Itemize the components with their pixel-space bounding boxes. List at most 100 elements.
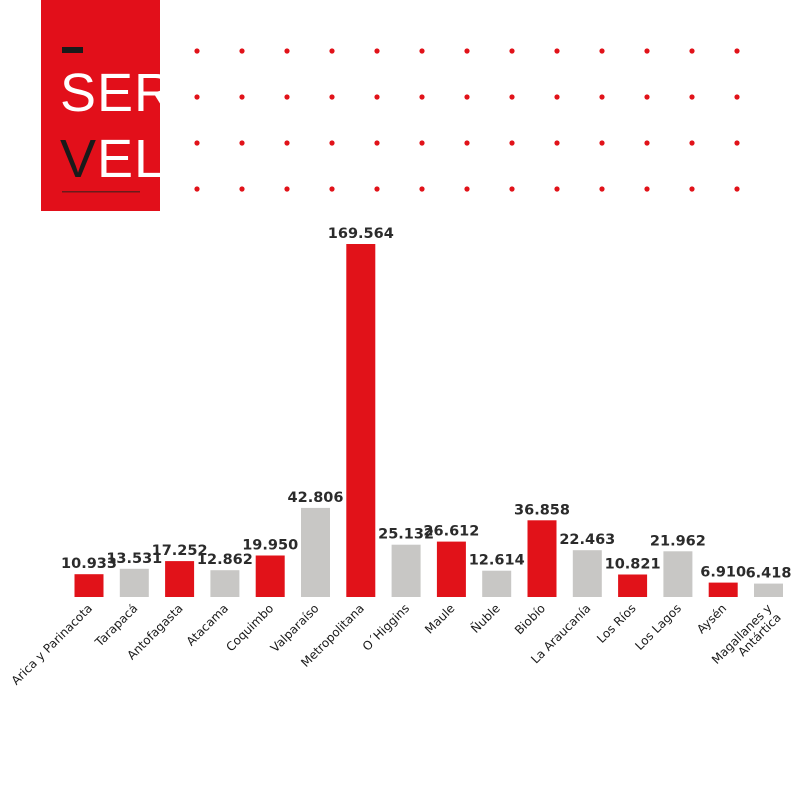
value-label-16: 6.418 xyxy=(746,566,792,582)
logo-box xyxy=(41,0,160,211)
grid-dot xyxy=(689,186,695,192)
logo-dash xyxy=(62,47,83,53)
bar-7 xyxy=(346,244,376,597)
bar-1 xyxy=(74,574,104,597)
grid-dot xyxy=(464,140,470,146)
category-label-15: Aysén xyxy=(694,601,729,636)
value-label-4: 12.862 xyxy=(197,552,253,568)
grid-dot xyxy=(509,140,515,146)
bar-14 xyxy=(663,551,693,597)
grid-dot xyxy=(239,186,245,192)
grid-dot xyxy=(194,186,200,192)
bar-10 xyxy=(482,570,512,597)
value-label-2: 13.531 xyxy=(106,551,162,567)
grid-dot xyxy=(599,48,605,54)
category-label-8: O´Higgins xyxy=(360,601,412,653)
value-label-5: 19.950 xyxy=(242,538,298,554)
value-label-15: 6.910 xyxy=(700,565,746,581)
grid-dot xyxy=(554,140,560,146)
grid-dot xyxy=(464,48,470,54)
logo-line2: VEL xyxy=(60,129,160,189)
value-label-14: 21.962 xyxy=(650,533,706,549)
grid-dot xyxy=(689,140,695,146)
grid-dot xyxy=(194,94,200,100)
grid-dot xyxy=(734,94,740,100)
grid-dot xyxy=(329,48,335,54)
grid-dot xyxy=(554,186,560,192)
grid-dot xyxy=(599,186,605,192)
grid-dot xyxy=(734,140,740,146)
bar-9 xyxy=(436,541,466,597)
category-label-13: Los Ríos xyxy=(594,601,639,646)
grid-dot xyxy=(194,140,200,146)
bar-15 xyxy=(708,582,738,597)
grid-dot xyxy=(464,186,470,192)
bar-8 xyxy=(391,544,421,597)
value-label-10: 12.614 xyxy=(469,553,525,569)
logo-line1: SER xyxy=(60,63,160,123)
servel-logo: SER VEL xyxy=(41,0,160,211)
grid-dot xyxy=(644,94,650,100)
grid-dot xyxy=(734,48,740,54)
grid-dot xyxy=(374,48,380,54)
grid-dot xyxy=(284,48,290,54)
value-label-11: 36.858 xyxy=(514,502,570,518)
grid-dot xyxy=(239,140,245,146)
category-label-10: Ñuble xyxy=(468,601,503,636)
bar-13 xyxy=(618,574,648,597)
category-label-4: Atacama xyxy=(184,601,231,648)
category-label-9: Maule xyxy=(422,601,457,636)
bar-16 xyxy=(754,583,783,597)
bar-3 xyxy=(165,561,195,597)
value-label-3: 17.252 xyxy=(152,543,208,559)
logo-v: V xyxy=(60,129,97,189)
bar-4 xyxy=(210,570,240,597)
value-label-8: 25.132 xyxy=(378,527,434,543)
grid-dot xyxy=(689,94,695,100)
grid-dot xyxy=(689,48,695,54)
bar-2 xyxy=(119,568,149,597)
grid-dot xyxy=(284,186,290,192)
grid-dot xyxy=(329,94,335,100)
category-label-14: Los Lagos xyxy=(632,601,684,653)
bar-6 xyxy=(301,507,330,597)
bar-11 xyxy=(527,520,557,597)
grid-dot xyxy=(374,186,380,192)
grid-dot xyxy=(194,48,200,54)
grid-dot xyxy=(599,94,605,100)
grid-dot xyxy=(644,48,650,54)
grid-dot xyxy=(284,94,290,100)
grid-dot xyxy=(419,94,425,100)
bar-12 xyxy=(572,550,602,597)
grid-dot xyxy=(509,94,515,100)
grid-dot xyxy=(599,140,605,146)
value-label-9: 26.612 xyxy=(423,524,479,540)
grid-dot xyxy=(419,48,425,54)
category-label-11: Biobío xyxy=(512,601,548,637)
grid-dot xyxy=(239,94,245,100)
value-label-6: 42.806 xyxy=(288,490,344,506)
grid-dot xyxy=(509,186,515,192)
grid-dot xyxy=(554,94,560,100)
grid-dot xyxy=(329,186,335,192)
grid-dot xyxy=(509,48,515,54)
grid-dot xyxy=(374,140,380,146)
grid-dot xyxy=(329,140,335,146)
grid-dot xyxy=(734,186,740,192)
grid-dot xyxy=(644,186,650,192)
grid-dot xyxy=(419,186,425,192)
bar-5 xyxy=(255,555,285,597)
grid-dot xyxy=(419,140,425,146)
value-label-13: 10.821 xyxy=(605,557,661,573)
grid-dot xyxy=(284,140,290,146)
logo-el: EL xyxy=(97,129,160,189)
grid-dot xyxy=(644,140,650,146)
value-label-7: 169.564 xyxy=(328,226,394,242)
grid-dot xyxy=(374,94,380,100)
value-label-12: 22.463 xyxy=(559,532,615,548)
category-label-1: Arica y Parinacota xyxy=(9,601,96,688)
grid-dot xyxy=(554,48,560,54)
value-label-1: 10.933 xyxy=(61,556,117,572)
logo-underline xyxy=(62,191,140,193)
